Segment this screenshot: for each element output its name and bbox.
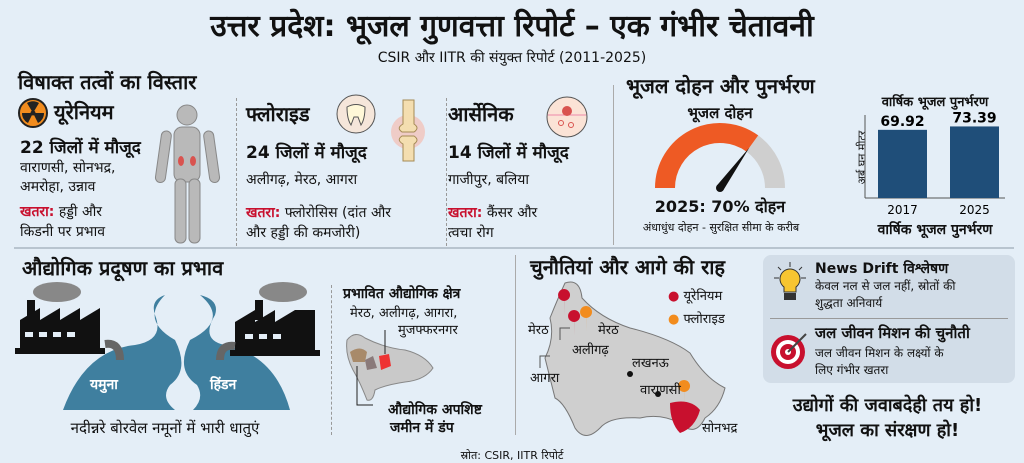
x-tick-label: 2025 [959,203,990,217]
uranium-cities-2: अमरोहा, उन्नाव [20,179,96,195]
uranium-danger-2: किडनी पर प्रभाव [20,224,106,240]
gauge-hub [716,184,724,192]
recharge-bar-chart: 69.92 2017 73.39 2025 [864,110,1005,217]
arsenic-cities: गाजीपुर, बलिया [448,172,529,188]
gauge-note: अंधाधुंध दोहन - सुरक्षित सीमा के करीब [642,221,800,234]
target-icon [771,333,807,369]
pipe-icon [216,341,236,361]
challenges-heading: चुनौतियां और आगे की राह [530,255,726,279]
place-meerut: मेरठ [528,323,549,338]
danger-label: खतरा: [20,204,55,220]
arsenic-count: 14 जिलों में मौजूद [448,143,569,163]
divider [613,85,614,245]
map-pin-icon [558,289,581,336]
uranium-danger: खतरा: हड्डी और [20,202,102,221]
analysis-text-2: शुद्धता अनिवार्य [815,296,883,310]
fluoride-cities: अलीगढ़, मेरठ, आगरा [246,172,358,188]
gauge-label: 2025: 70% दोहन [654,197,786,216]
bar-value-label: 69.92 [880,114,924,130]
toxins-heading: विषाक्त तत्वों का विस्तार [18,70,197,94]
divider [515,255,516,435]
industry-caption: नदीन्नरे बोरवेल नमूनों में भारी धातुएं [70,419,260,437]
gauge-needle [716,147,750,191]
map-pin-icon: ● [668,289,680,304]
arsenic-danger-2: त्वचा रोग [448,225,494,241]
uranium-cities: वाराणसी, सोनभद्र, [20,160,116,176]
place-varanasi: वाराणसी [640,383,681,398]
section-divider [14,247,1014,249]
joint-icon [391,99,425,162]
fluoride-danger: खतरा: फ्लोरोसिस (दांत और [246,203,391,222]
fluoride-label: फ्लोराइड [246,102,310,126]
fluoride-count: 24 जिलों में मौजूद [246,143,367,163]
uranium-count: 22 जिलों में मौजूद [20,138,141,158]
dump-label: औद्योगिक अपशिष्ट [388,402,482,418]
factory-icon [15,282,105,354]
place-agra: आगरा [530,371,560,386]
mission-text-2: लिए गंभीर खतरा [815,363,889,377]
box-divider [770,318,1008,319]
gauge-title: भूजल दोहन [687,104,753,122]
extraction-gauge [655,123,785,192]
divider [446,98,447,246]
legend-fluoride: ● फ्लोराइड [668,309,725,327]
danger-label: खतरा: [246,205,281,221]
pipe-icon [104,339,124,361]
legend-label: यूरेनियम [683,289,723,304]
gauge-empty [746,135,785,189]
legend-label: फ्लोराइड [683,312,725,327]
divider [331,285,332,435]
bar-2025 [950,126,999,198]
river-label-hindon: हिंडन [210,377,237,393]
x-tick-label: 2017 [887,203,918,217]
arsenic-danger: खतरा: कैंसर और [448,203,537,222]
tooth-icon [336,94,376,134]
divider [236,98,237,246]
danger-text: फ्लोरोसिस (दांत और [280,205,391,221]
source-note: स्रोत: CSIR, IITR रिपोर्ट [460,449,564,462]
up-map [539,281,726,436]
mission-title: जल जीवन मिशन की चुनौती [815,324,970,342]
place-sonbhadra: सोनभद्र [702,421,738,436]
map-pin-icon: ● [668,312,680,327]
uranium-label: यूरेनियम [54,100,114,124]
lightbulb-icon [774,262,806,300]
river-label-yamuna: यमुना [90,377,118,393]
bar-value-label: 73.39 [952,110,996,126]
factory-icon [230,282,320,356]
mission-text: जल जीवन मिशन के लक्ष्यों के [815,346,944,360]
dump-label-2: जमीन में डंप [390,420,454,436]
radiation-icon [18,98,48,128]
affected-cities-2: मुजफ्फरनगर [398,323,458,338]
bar-2017 [878,129,927,198]
factories-rivers-illustration [15,282,320,410]
slogan: उद्योगों की जवाबदेही तय हो! [792,395,983,416]
place-aligarh: अलीगढ़ [572,343,609,358]
page-title: उत्तर प्रदेश: भूजल गुणवत्ता रिपोर्ट – एक… [210,9,814,44]
fluoride-danger-2: और हड्डी की कमजोरी) [246,225,361,241]
skin-icon [546,96,588,138]
analysis-box [763,255,1015,383]
subtitle: CSIR और IITR की संयुक्त रिपोर्ट (2011-20… [377,50,647,66]
gauge-fill [655,123,759,189]
human-body-icon [154,104,221,244]
analysis-title: News Drift विश्लेषण [815,261,949,277]
place-lucknow: लखनऊ [632,356,669,371]
place-meerut-2: मेरठ [598,323,619,338]
chart-title: वार्षिक भूजल पुनर्भरण [881,95,989,110]
danger-text: कैंसर और [482,205,538,221]
danger-text: हड्डी और [54,204,102,220]
analysis-text: केवल नल से जल नहीं, स्रोतों की [815,279,956,293]
map-pin-icon [580,306,691,406]
legend-uranium: ● यूरेनियम [668,286,722,304]
slogan-2: भूजल का संरक्षण हो! [815,420,960,441]
danger-label: खतरा: [448,205,483,221]
groundwater-heading: भूजल दोहन और पुनर्भरण [626,74,815,98]
up-map-small [346,330,434,406]
chart-xlabel: वार्षिक भूजल पुनर्भरण [877,222,993,238]
affected-heading: प्रभावित औद्योगिक क्षेत्र [343,286,461,302]
arsenic-label: आर्सेनिक [448,102,514,126]
affected-cities: मेरठ, अलीगढ़, आगरा, [350,306,458,321]
industry-heading: औद्योगिक प्रदूषण का प्रभाव [22,256,224,280]
